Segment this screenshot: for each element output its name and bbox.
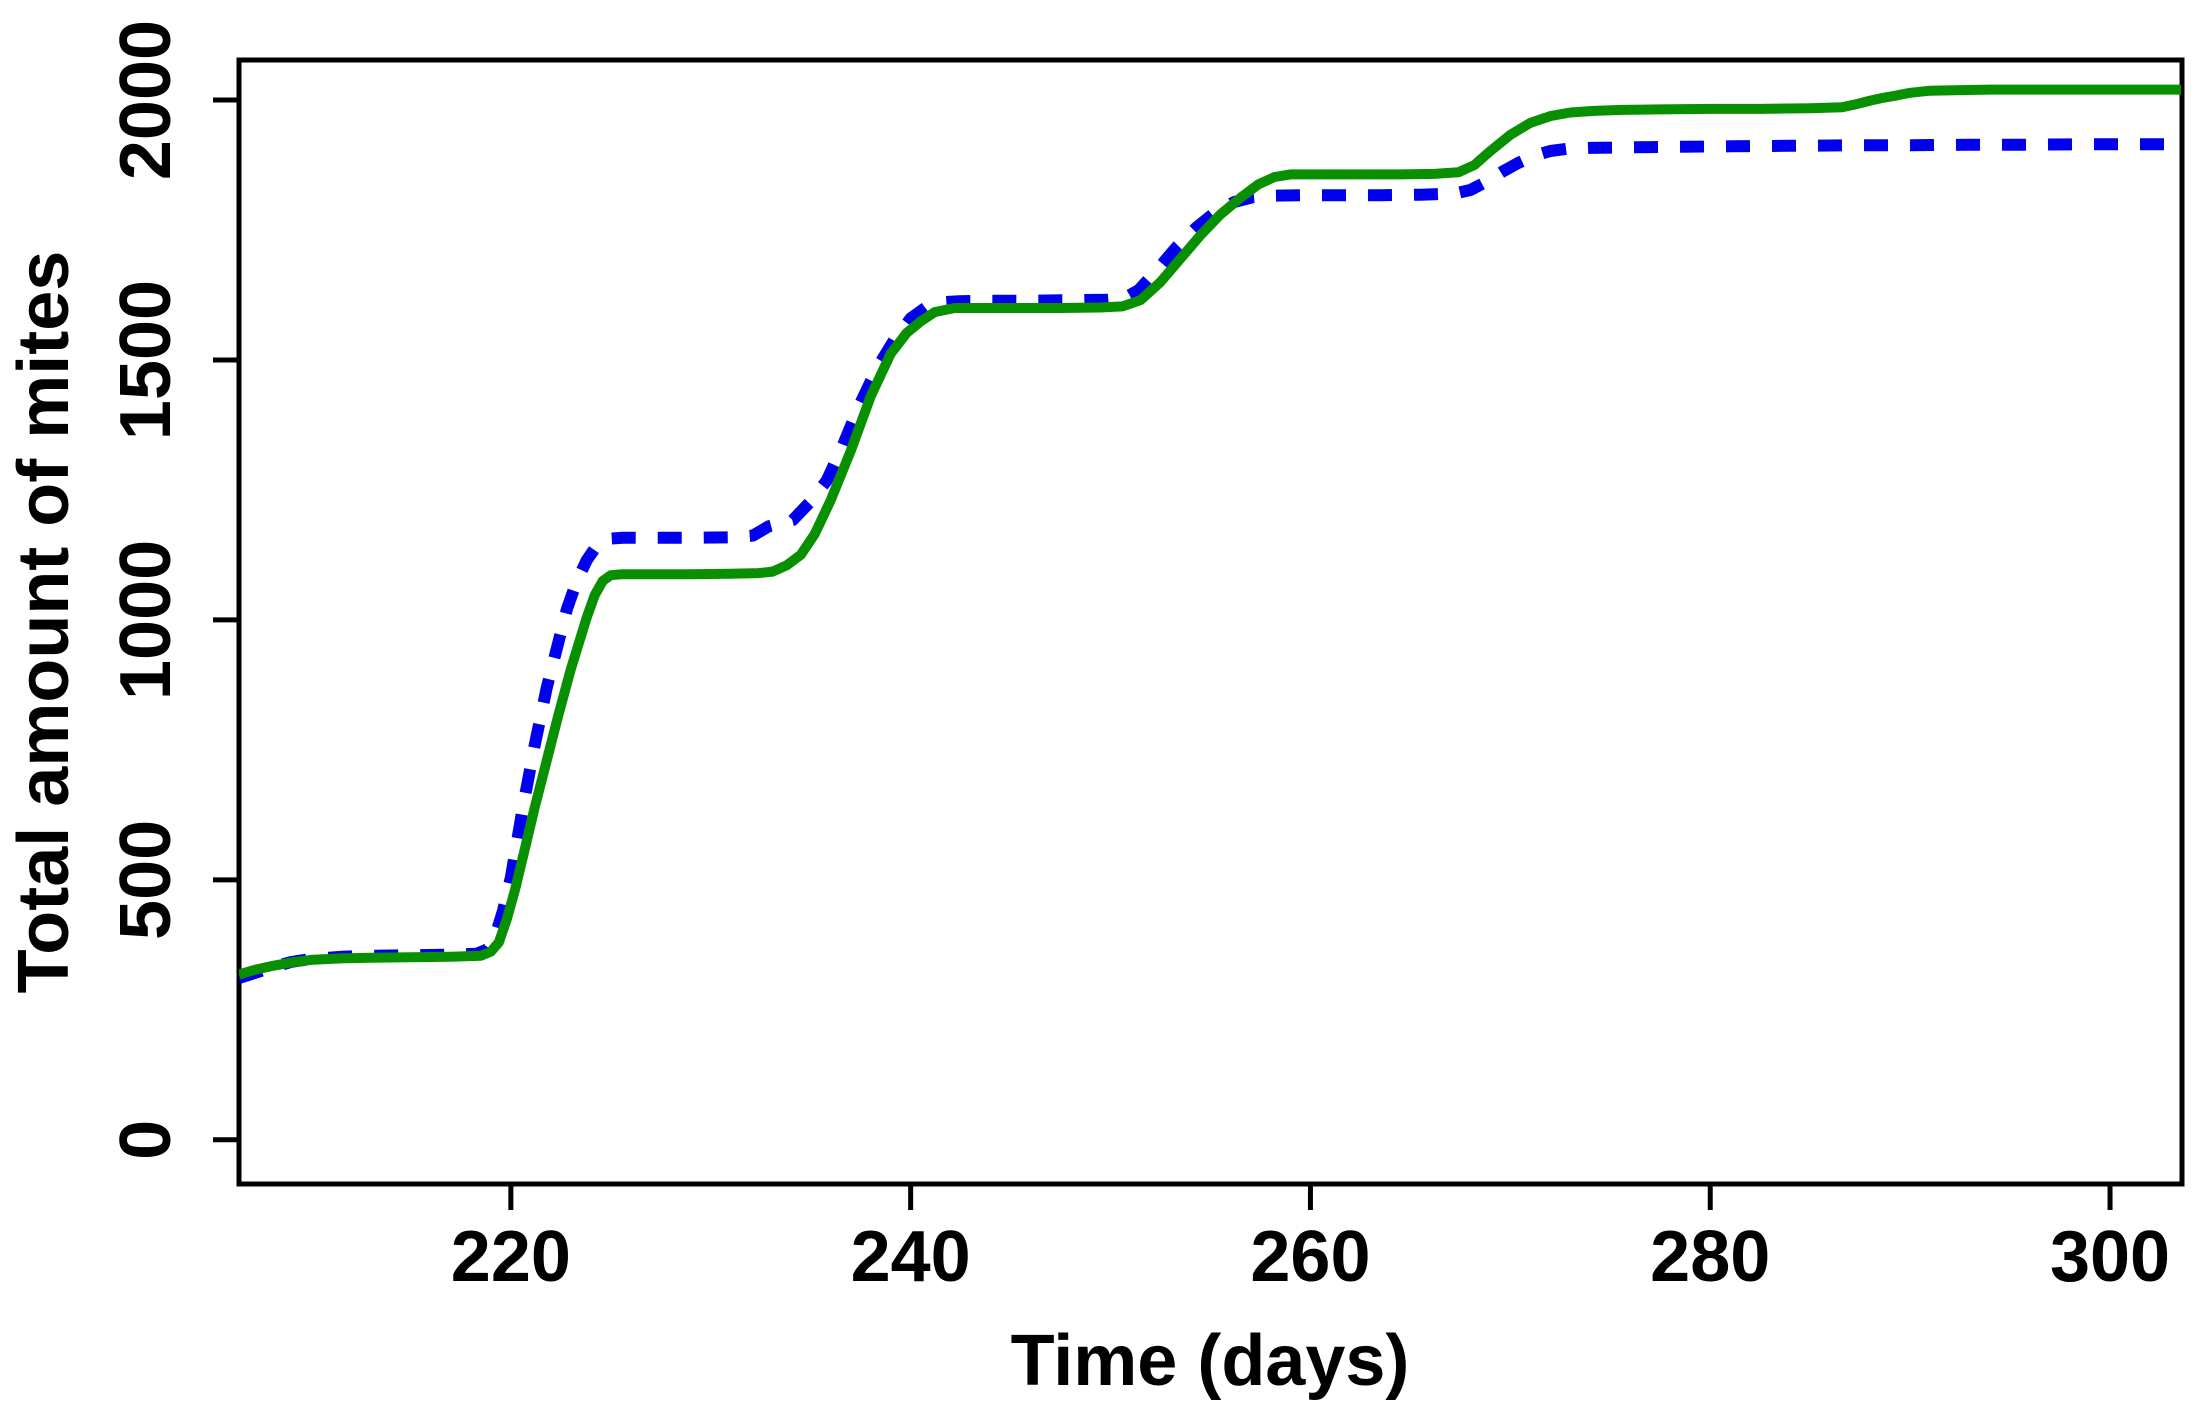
tick-labels-group: 220 240 260 280 300 0 500 1000 1500 2000 [106,20,2170,1297]
y-tick-label: 1500 [106,280,186,440]
ticks-group [213,97,2113,1210]
x-tick-label: 240 [851,1217,971,1297]
x-tick-label: 260 [1250,1217,1370,1297]
x-tick-label: 220 [451,1217,571,1297]
y-tick-label: 2000 [106,20,186,180]
x-tick-label: 300 [2050,1217,2170,1297]
y-tick-label: 0 [106,1120,186,1160]
y-axis-title: Total amount of mites [4,251,84,994]
series-line-blue-dashed [239,138,2181,984]
y-tick-label: 500 [106,820,186,940]
y-tick-label: 1000 [106,540,186,700]
series-group [239,84,2181,984]
series-line-green-solid [239,84,2181,980]
x-tick-label: 280 [1650,1217,1770,1297]
x-axis-title: Time (days) [1011,1321,1410,1401]
